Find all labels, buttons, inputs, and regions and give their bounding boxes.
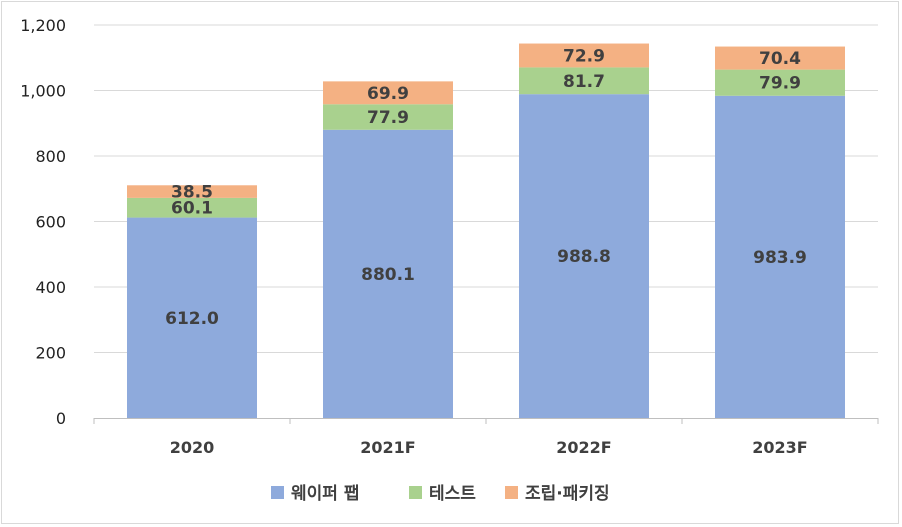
- data-label: 69.9: [367, 84, 409, 104]
- y-tick-label: 600: [35, 213, 66, 232]
- bar-segment: [715, 46, 845, 70]
- bar-segment: [323, 104, 453, 130]
- y-tick-label: 1,200: [20, 16, 66, 35]
- x-category-label: 2021F: [360, 438, 415, 457]
- data-label: 612.0: [165, 309, 219, 329]
- bar-segment: [519, 67, 649, 95]
- y-tick-label: 400: [35, 278, 66, 297]
- data-label: 60.1: [171, 199, 213, 219]
- x-category-label: 2023F: [752, 438, 807, 457]
- bar-segment: [127, 217, 257, 418]
- data-label: 79.9: [759, 74, 801, 94]
- bar-segment: [519, 43, 649, 68]
- bar-segment: [715, 95, 845, 418]
- legend-label: 조립·패키징: [525, 484, 610, 504]
- legend-label: 테스트: [429, 484, 476, 504]
- y-axis: 0 200 400 600 800 1,000 1,200: [20, 16, 66, 428]
- y-tick-label: 1,000: [20, 82, 66, 101]
- y-tick-label: 800: [35, 147, 66, 166]
- legend-swatch: [409, 486, 422, 499]
- x-category-label: 2020: [170, 438, 215, 457]
- y-tick-label: 0: [56, 409, 66, 428]
- data-label: 38.5: [171, 183, 213, 203]
- legend: 웨이퍼 팹 테스트 조립·패키징: [271, 484, 610, 504]
- bar-segment: [323, 81, 453, 105]
- bar-segment: [127, 185, 257, 198]
- legend-label: 웨이퍼 팹: [291, 484, 359, 504]
- data-label: 72.9: [563, 46, 605, 66]
- bar-segment: [323, 129, 453, 418]
- bar-segment: [519, 94, 649, 418]
- data-label: 81.7: [563, 72, 605, 92]
- bar-segment: [715, 69, 845, 96]
- legend-swatch: [271, 486, 284, 499]
- bar-segment: [127, 197, 257, 218]
- data-label: 988.8: [557, 247, 611, 267]
- legend-swatch: [505, 486, 518, 499]
- x-axis: 2020 2021F 2022F 2023F: [93, 418, 879, 457]
- data-label: 77.9: [367, 108, 409, 128]
- data-label: 983.9: [753, 248, 807, 268]
- x-category-label: 2022F: [556, 438, 611, 457]
- data-label: 70.4: [759, 49, 801, 69]
- bars: 612.0 60.138.5 880.1 77.9 69.9 988.8 81.7 72.9 9…: [127, 43, 845, 418]
- y-tick-label: 200: [35, 344, 66, 363]
- data-label: 880.1: [361, 265, 415, 285]
